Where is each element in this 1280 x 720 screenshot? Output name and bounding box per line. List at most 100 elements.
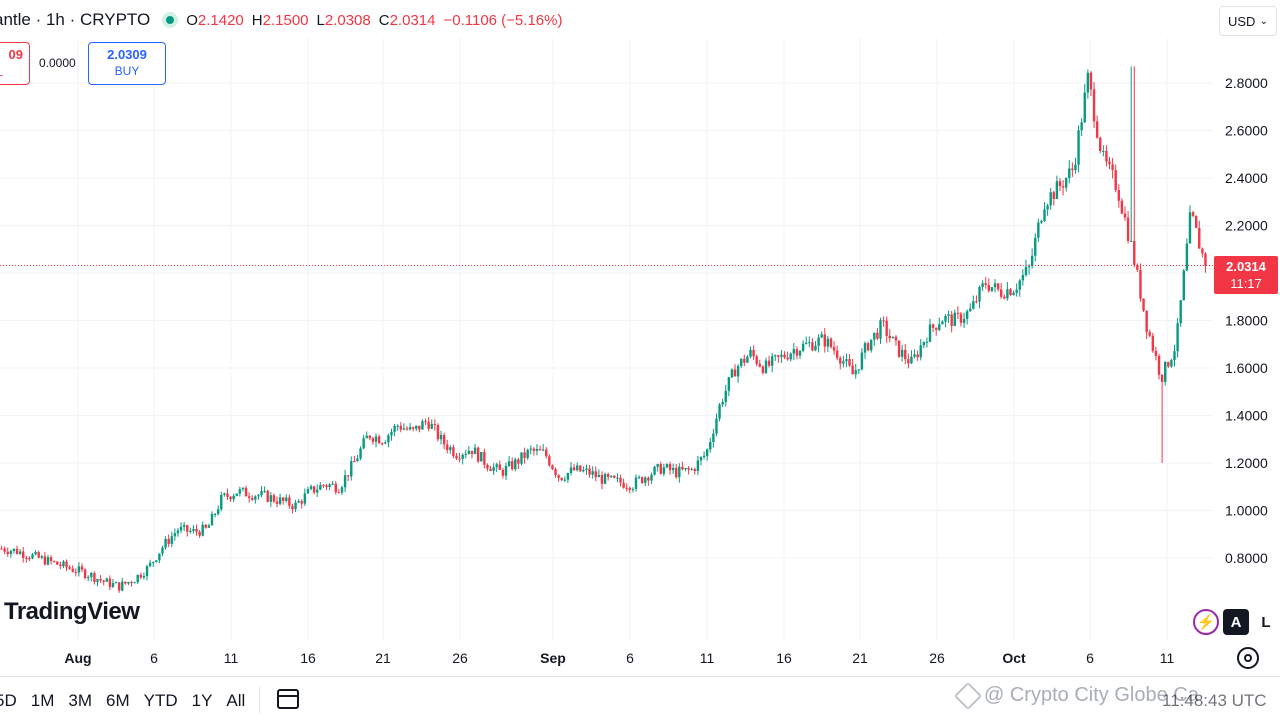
settings-icon[interactable] [1237, 647, 1259, 669]
candle [464, 449, 467, 459]
range-1m[interactable]: 1M [30, 691, 55, 710]
candle-body [925, 341, 929, 343]
candle [523, 447, 526, 464]
candle [213, 512, 217, 518]
candle [975, 295, 978, 304]
range-3m[interactable]: 3M [68, 691, 92, 710]
candle [483, 448, 486, 469]
candle [362, 434, 365, 450]
tradingview-logo[interactable]: TradingView [4, 598, 140, 625]
candle-body [446, 444, 449, 451]
candle [526, 448, 529, 460]
candle-body [548, 456, 551, 466]
candle-body [820, 334, 823, 338]
candle-body [1182, 270, 1185, 301]
candle-body [1102, 150, 1105, 152]
range-ytd[interactable]: YTD [143, 691, 178, 710]
candle-body [702, 455, 706, 458]
candle-body [814, 345, 817, 351]
lightning-icon[interactable]: ⚡ [1193, 609, 1219, 635]
candle-body [130, 582, 133, 584]
auto-scale-button[interactable]: A [1223, 609, 1249, 635]
candle [795, 346, 799, 360]
candle-body [1030, 255, 1034, 267]
candle [1068, 160, 1071, 184]
candle-body [1194, 215, 1198, 228]
candle [297, 499, 300, 504]
candle [371, 436, 375, 445]
candle [1173, 344, 1176, 367]
candle-body [950, 314, 953, 327]
buy-button[interactable]: 2.0309 BUY [88, 42, 166, 85]
candle [470, 450, 474, 459]
sell-button[interactable]: 09 L [0, 42, 30, 85]
candle [572, 463, 576, 471]
candle-body [897, 340, 901, 357]
candle [68, 565, 71, 570]
candle-body [1071, 168, 1074, 171]
candle [325, 484, 328, 490]
candle [281, 496, 285, 505]
candle-body [489, 468, 492, 471]
candle [1018, 278, 1021, 297]
candle-body [811, 342, 814, 351]
candle-body [340, 487, 344, 493]
candle-body [993, 283, 997, 288]
y-tick-label: 1.0000 [1225, 503, 1268, 519]
candle [1071, 162, 1074, 177]
candle-body [1027, 266, 1031, 268]
candle [365, 431, 368, 439]
candle-body [662, 467, 666, 474]
price-chart[interactable]: 0.8000 1.0000 1.2000 1.4000 1.6000 1.8000 2.20… [0, 0, 1280, 676]
candle-body [56, 561, 59, 565]
candle [780, 349, 783, 363]
candle [446, 439, 449, 454]
candle-body [374, 436, 378, 442]
range-all[interactable]: All [226, 691, 246, 710]
x-tick-label: 21 [375, 650, 391, 666]
currency-selector[interactable]: USD ⌄ [1219, 6, 1277, 36]
range-5d[interactable]: 5D [0, 691, 17, 710]
candle-body [1108, 161, 1111, 165]
candle-body [501, 469, 505, 476]
candle-body [579, 465, 582, 472]
candle [31, 552, 34, 560]
candle [173, 528, 177, 541]
candle [319, 482, 322, 491]
candle-body [1185, 243, 1189, 271]
candle [1160, 374, 1164, 463]
candle-body [384, 442, 387, 444]
symbol-title[interactable]: antle · 1h · CRYPTO [0, 10, 151, 29]
candle [402, 423, 406, 431]
candle-body [1092, 89, 1096, 122]
candle-body [972, 301, 975, 309]
candle-body [628, 487, 632, 490]
candle [817, 334, 820, 353]
candle-body [164, 538, 167, 548]
x-axis: Aug 6 11 16 21 26 Sep 6 11 16 21 26 Oct 6 11 [64, 650, 1174, 666]
candle-body [155, 560, 158, 562]
candle [9, 549, 13, 558]
log-scale-button[interactable]: L [1253, 609, 1279, 635]
candle-body [421, 421, 424, 430]
candle-body [371, 438, 375, 442]
candle [411, 426, 415, 432]
range-6m[interactable]: 6M [105, 691, 130, 710]
candle [6, 547, 9, 557]
utc-clock[interactable]: 11:48:43 UTC [1162, 691, 1267, 710]
candle [848, 353, 851, 368]
calendar-icon[interactable] [277, 689, 299, 709]
close-value: 2.0314 [389, 11, 436, 29]
candle [1061, 180, 1065, 196]
candle [442, 432, 446, 450]
candle [343, 469, 347, 493]
candle [514, 457, 517, 472]
range-1y[interactable]: 1Y [191, 691, 213, 710]
candle-body [659, 464, 662, 474]
candle [507, 456, 511, 468]
candle [1080, 118, 1083, 137]
candle-body [514, 459, 517, 470]
candle [216, 505, 220, 516]
candle-body [910, 356, 913, 364]
candle-body [306, 489, 310, 494]
